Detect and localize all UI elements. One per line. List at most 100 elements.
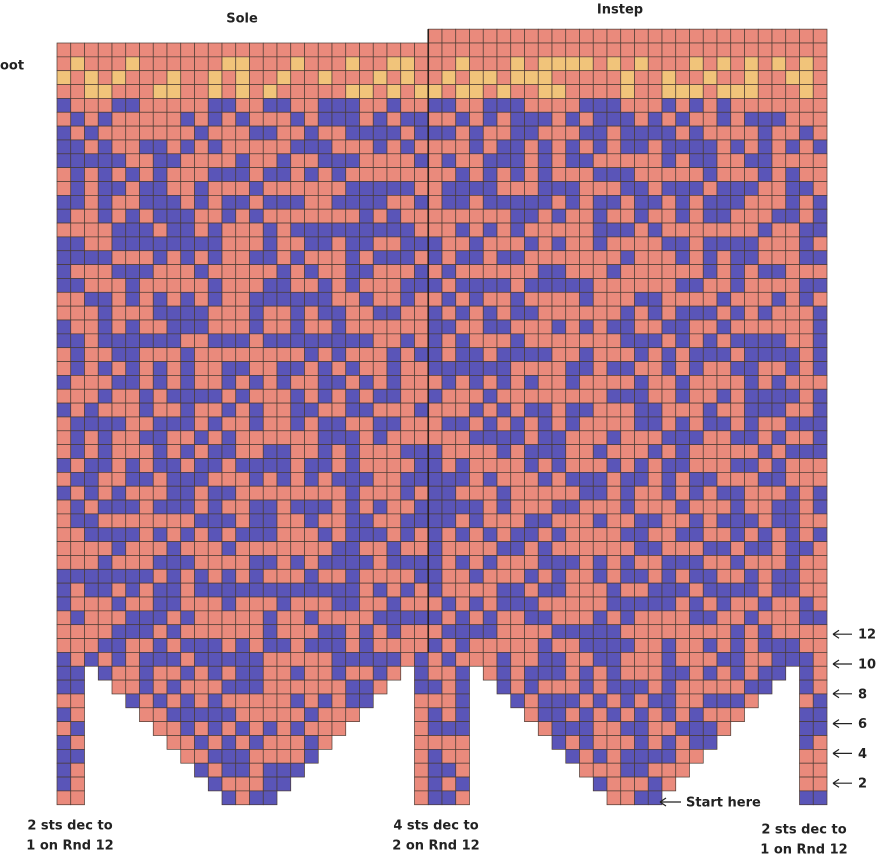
stitch [524, 153, 539, 169]
stitch [331, 195, 347, 210]
stitch [139, 70, 154, 85]
stitch [70, 416, 85, 432]
stitch [414, 139, 429, 155]
stitch [125, 111, 140, 127]
stitch [372, 222, 388, 238]
stitch [235, 555, 250, 570]
stitch [785, 208, 800, 224]
stitch [551, 291, 567, 307]
stitch [592, 430, 608, 445]
stitch [647, 679, 663, 695]
stitch [496, 430, 512, 445]
stitch [702, 84, 718, 99]
stitch [262, 250, 278, 265]
stitch [249, 167, 264, 182]
stitch [97, 70, 113, 85]
stitch [249, 527, 264, 542]
stitch [400, 582, 415, 598]
stitch [812, 624, 828, 639]
stitch [812, 236, 828, 252]
stitch [537, 624, 553, 639]
stitch [97, 527, 113, 542]
stitch [70, 762, 85, 778]
stitch [441, 84, 457, 99]
stitch [634, 638, 649, 653]
stitch [634, 125, 649, 141]
stitch [194, 499, 209, 515]
stitch [510, 388, 525, 404]
stitch [579, 84, 594, 99]
stitch [620, 291, 635, 307]
stitch [510, 208, 525, 224]
stitch [221, 610, 237, 626]
stitch [565, 485, 580, 501]
stitch [221, 499, 237, 515]
stitch [510, 513, 525, 529]
stitch [56, 679, 72, 695]
stitch [702, 541, 718, 556]
stitch [84, 513, 99, 529]
stitch [249, 42, 264, 58]
stitch [331, 568, 347, 584]
stitch [345, 208, 360, 224]
stitch [180, 42, 195, 58]
stitch [799, 721, 814, 736]
stitch [276, 748, 292, 764]
stitch [702, 402, 718, 418]
stitch [689, 42, 704, 58]
stitch [372, 513, 388, 529]
stitch [730, 208, 745, 224]
stitch [359, 195, 374, 210]
stitch [56, 790, 72, 806]
stitch [524, 125, 539, 141]
stitch [194, 167, 209, 182]
stitch [730, 111, 745, 127]
stitch [537, 679, 553, 695]
stitch [276, 153, 292, 169]
stitch [771, 638, 787, 653]
stitch [661, 485, 677, 501]
stitch [166, 416, 182, 432]
stitch [262, 721, 278, 736]
stitch [194, 347, 209, 362]
stitch [180, 652, 195, 667]
stitch [125, 527, 140, 542]
stitch [565, 222, 580, 238]
stitch [290, 222, 305, 238]
stitch [221, 167, 237, 182]
stitch [757, 679, 773, 695]
stitch [716, 181, 732, 196]
stitch [276, 416, 292, 432]
stitch [606, 638, 622, 653]
stitch [125, 70, 140, 85]
stitch [771, 305, 787, 321]
stitch [180, 195, 195, 210]
start-label: Start here [686, 796, 761, 811]
stitch [579, 485, 594, 501]
stitch [606, 790, 622, 806]
stitch [166, 721, 182, 736]
stitch [331, 181, 347, 196]
stitch [592, 264, 608, 279]
stitch [496, 444, 512, 459]
stitch [482, 139, 498, 155]
stitch [180, 458, 195, 473]
stitch [386, 56, 402, 72]
stitch [744, 28, 759, 44]
stitch [716, 541, 732, 556]
stitch [771, 416, 787, 432]
stitch [262, 111, 278, 127]
stitch [290, 430, 305, 445]
stitch [304, 375, 319, 390]
stitch [317, 305, 333, 321]
stitch [207, 735, 223, 750]
stitch [455, 42, 470, 58]
stitch [276, 541, 292, 556]
stitch [744, 111, 759, 127]
stitch [579, 347, 594, 362]
stitch [744, 264, 759, 279]
stitch [331, 319, 347, 335]
stitch [799, 541, 814, 556]
stitch [702, 347, 718, 362]
stitch [551, 610, 567, 626]
